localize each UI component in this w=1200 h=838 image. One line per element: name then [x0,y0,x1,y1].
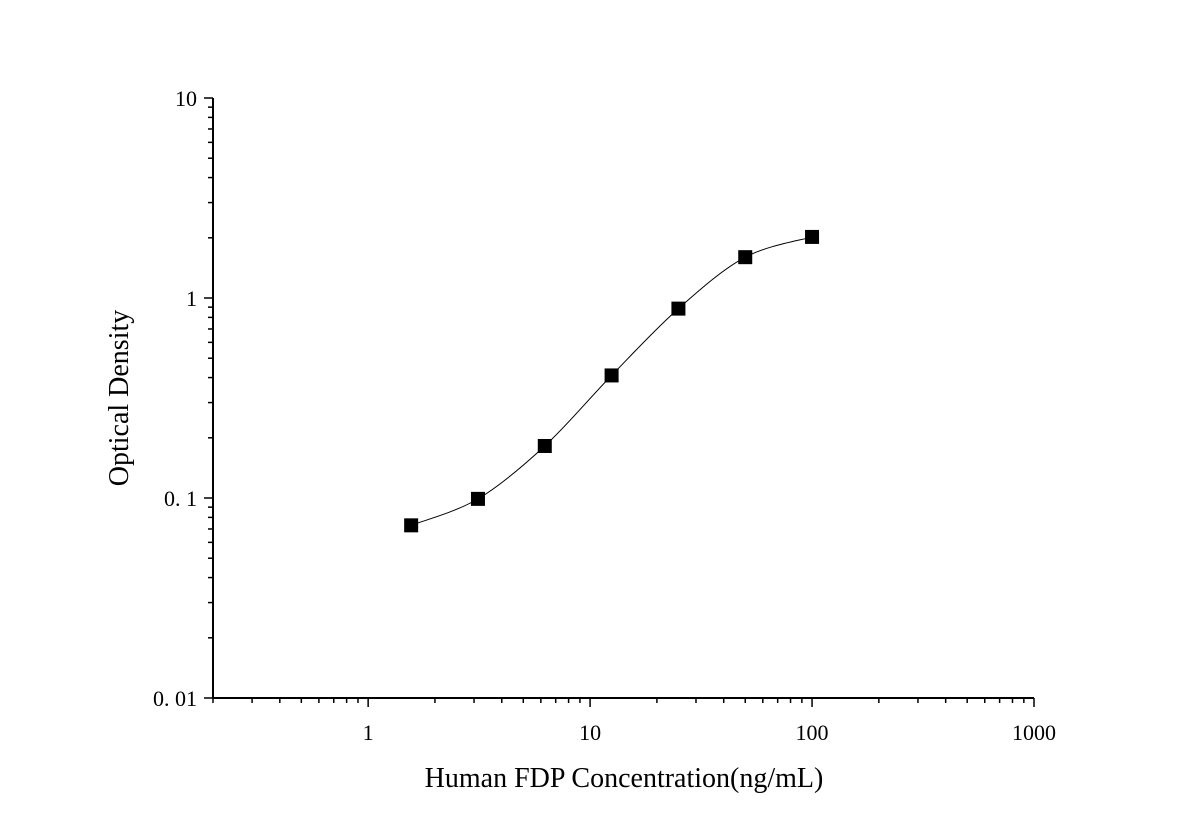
data-point [738,250,753,265]
y-tick-label: 0. 01 [153,686,197,711]
y-axis-label: Optical Density [104,310,135,487]
plot-area [404,229,820,533]
data-point [404,518,419,533]
x-axis: 1 10 100 1000 [212,697,1056,745]
y-axis: 0. 01 0. 1 1 10 [153,86,214,711]
data-point [537,438,552,453]
y-tick-label: 0. 1 [164,486,197,511]
x-tick-label: 1000 [1012,720,1056,745]
x-axis-label: Human FDP Concentration(ng/mL) [425,763,824,794]
data-point [671,301,686,316]
x-tick-label: 1 [363,720,374,745]
x-tick-label: 10 [579,720,601,745]
y-tick-label: 1 [186,286,197,311]
y-tick-label: 10 [175,86,197,111]
data-point [805,229,820,244]
data-point [470,491,485,506]
data-point [604,368,619,383]
x-tick-label: 100 [796,720,829,745]
